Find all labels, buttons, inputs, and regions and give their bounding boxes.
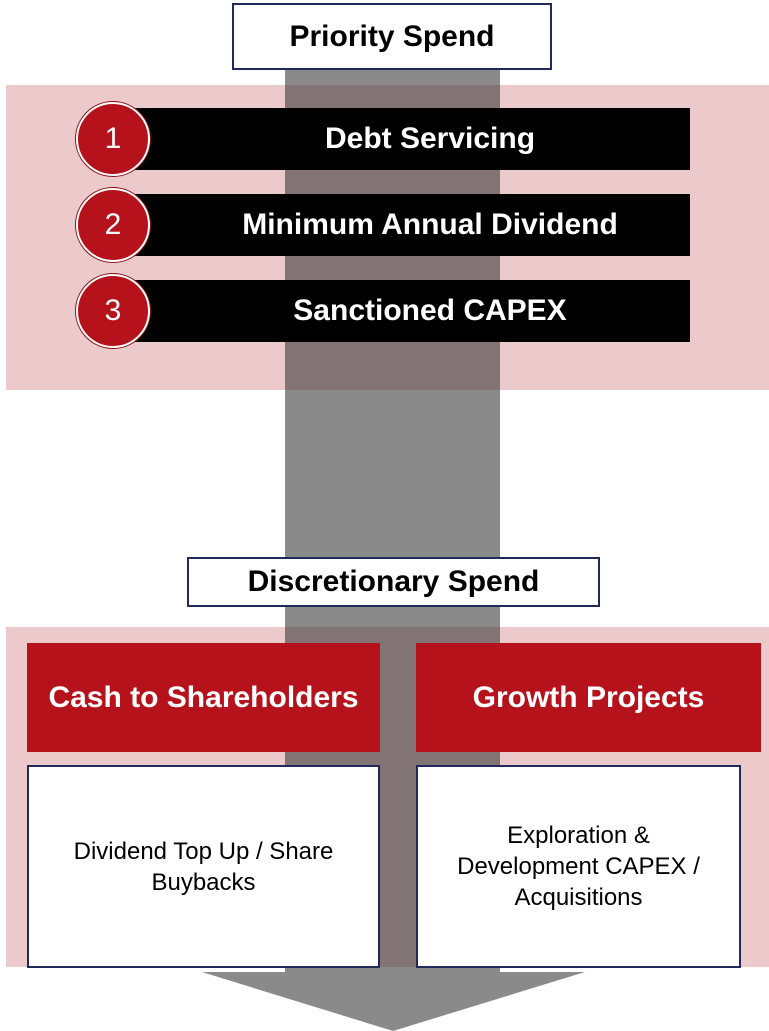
priority-item: Minimum Annual Dividend bbox=[130, 194, 690, 256]
discretionary-title: Discretionary Spend bbox=[187, 557, 600, 607]
priority-item: Sanctioned CAPEX bbox=[130, 280, 690, 342]
column-heading: Growth Projects bbox=[416, 643, 761, 752]
column-body: Dividend Top Up / Share Buybacks bbox=[27, 765, 380, 968]
column-heading: Cash to Shareholders bbox=[27, 643, 380, 752]
priority-number: 3 bbox=[76, 274, 150, 348]
column-body: Exploration & Development CAPEX / Acquis… bbox=[416, 765, 741, 968]
priority-title: Priority Spend bbox=[232, 3, 552, 70]
priority-number: 2 bbox=[76, 188, 150, 262]
priority-number: 1 bbox=[76, 102, 150, 176]
priority-item: Debt Servicing bbox=[130, 108, 690, 170]
